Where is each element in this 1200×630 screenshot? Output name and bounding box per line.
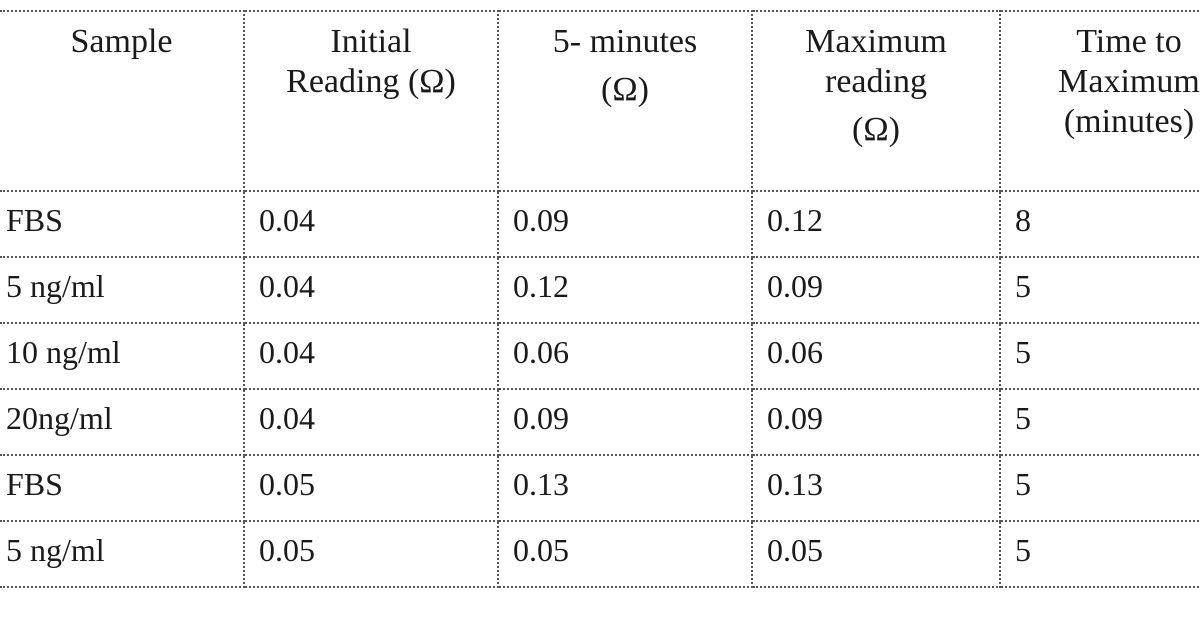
cell-time-to-maximum: 5 (999, 256, 1200, 324)
cell-sample: 5 ng/ml (0, 520, 245, 588)
cell-sample: 5 ng/ml (0, 256, 245, 324)
header-maximum-reading: Maximum reading (Ω) (751, 10, 1001, 192)
table-row: FBS 0.04 0.09 0.12 8 (0, 190, 1200, 258)
cell-initial-reading: 0.04 (243, 388, 499, 456)
header-sample: Sample (0, 10, 245, 192)
cell-five-minutes: 0.06 (497, 322, 753, 390)
cell-five-minutes: 0.13 (497, 454, 753, 522)
cell-five-minutes: 0.09 (497, 190, 753, 258)
header-row: Sample Initial Reading (Ω) 5- minutes (Ω… (0, 10, 1200, 192)
cell-maximum-reading: 0.05 (751, 520, 1001, 588)
header-text: Initial (330, 23, 412, 60)
cell-initial-reading: 0.04 (243, 256, 499, 324)
header-text: 5- minutes (552, 23, 698, 60)
cell-time-to-maximum: 5 (999, 520, 1200, 588)
header-text: reading (825, 63, 927, 100)
cell-sample: FBS (0, 454, 245, 522)
results-table: Sample Initial Reading (Ω) 5- minutes (Ω… (0, 10, 1200, 588)
cell-sample: 20ng/ml (0, 388, 245, 456)
table-row: 5 ng/ml 0.04 0.12 0.09 5 (0, 256, 1200, 324)
cell-five-minutes: 0.12 (497, 256, 753, 324)
cell-maximum-reading: 0.09 (751, 388, 1001, 456)
cell-maximum-reading: 0.06 (751, 322, 1001, 390)
header-text: Reading (Ω) (286, 63, 456, 100)
cell-initial-reading: 0.04 (243, 190, 499, 258)
header-time-to-maximum: Time to Maximum (minutes) (999, 10, 1200, 192)
header-text: Sample (70, 23, 173, 60)
cell-maximum-reading: 0.09 (751, 256, 1001, 324)
cell-initial-reading: 0.05 (243, 520, 499, 588)
table-row: 10 ng/ml 0.04 0.06 0.06 5 (0, 322, 1200, 390)
cell-maximum-reading: 0.13 (751, 454, 1001, 522)
cell-five-minutes: 0.09 (497, 388, 753, 456)
header-text: Maximum (1058, 63, 1200, 100)
header-text: (minutes) (1063, 103, 1195, 140)
table-row: 20ng/ml 0.04 0.09 0.09 5 (0, 388, 1200, 456)
table-row: 5 ng/ml 0.05 0.05 0.05 5 (0, 520, 1200, 588)
cell-time-to-maximum: 8 (999, 190, 1200, 258)
cell-sample: 10 ng/ml (0, 322, 245, 390)
header-text: (Ω) (601, 71, 649, 108)
cell-initial-reading: 0.04 (243, 322, 499, 390)
cell-time-to-maximum: 5 (999, 322, 1200, 390)
cell-five-minutes: 0.05 (497, 520, 753, 588)
header-text: (Ω) (852, 111, 900, 148)
cell-time-to-maximum: 5 (999, 454, 1200, 522)
header-five-minutes: 5- minutes (Ω) (497, 10, 753, 192)
cell-initial-reading: 0.05 (243, 454, 499, 522)
cell-time-to-maximum: 5 (999, 388, 1200, 456)
table-row: FBS 0.05 0.13 0.13 5 (0, 454, 1200, 522)
cell-maximum-reading: 0.12 (751, 190, 1001, 258)
header-text: Time to (1076, 23, 1182, 60)
cell-sample: FBS (0, 190, 245, 258)
header-initial-reading: Initial Reading (Ω) (243, 10, 499, 192)
header-text: Maximum (805, 23, 947, 60)
